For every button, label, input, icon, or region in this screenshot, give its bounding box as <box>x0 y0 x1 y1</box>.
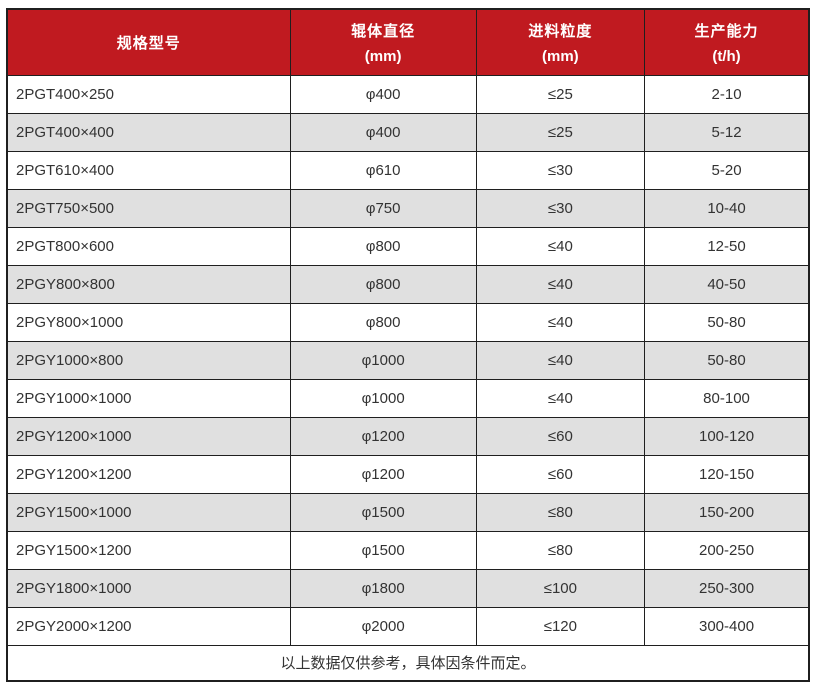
cell-capacity: 12-50 <box>644 226 810 266</box>
cell-feed-size: ≤25 <box>475 74 646 114</box>
table-row: 2PGY1000×1000 φ1000 ≤40 80-100 <box>6 378 810 418</box>
cell-capacity: 80-100 <box>644 378 810 418</box>
cell-model: 2PGT400×250 <box>6 74 291 114</box>
cell-model: 2PGY2000×1200 <box>6 606 291 646</box>
table-row: 2PGT400×400 φ400 ≤25 5-12 <box>6 112 810 152</box>
table-row: 2PGT610×400 φ610 ≤30 5-20 <box>6 150 810 190</box>
cell-roller-diameter: φ750 <box>289 188 477 228</box>
cell-model: 2PGY1000×800 <box>6 340 291 380</box>
cell-model: 2PGY800×1000 <box>6 302 291 342</box>
cell-feed-size: ≤80 <box>475 530 646 570</box>
table-row: 2PGY1200×1200 φ1200 ≤60 120-150 <box>6 454 810 494</box>
cell-model: 2PGT750×500 <box>6 188 291 228</box>
table-row: 2PGT800×600 φ800 ≤40 12-50 <box>6 226 810 266</box>
cell-roller-diameter: φ1500 <box>289 492 477 532</box>
table-row: 2PGY800×1000 φ800 ≤40 50-80 <box>6 302 810 342</box>
cell-roller-diameter: φ400 <box>289 74 477 114</box>
table-row: 2PGT400×250 φ400 ≤25 2-10 <box>6 74 810 114</box>
cell-feed-size: ≤40 <box>475 264 646 304</box>
spec-table-body: 2PGT400×250 φ400 ≤25 2-10 2PGT400×400 φ400 ≤25… <box>6 74 810 646</box>
cell-capacity: 5-12 <box>644 112 810 152</box>
cell-model: 2PGY1000×1000 <box>6 378 291 418</box>
table-row: 2PGY1200×1000 φ1200 ≤60 100-120 <box>6 416 810 456</box>
cell-model: 2PGY1800×1000 <box>6 568 291 608</box>
cell-model: 2PGT800×600 <box>6 226 291 266</box>
cell-capacity: 5-20 <box>644 150 810 190</box>
cell-feed-size: ≤80 <box>475 492 646 532</box>
cell-feed-size: ≤25 <box>475 112 646 152</box>
cell-feed-size: ≤40 <box>475 378 646 418</box>
cell-roller-diameter: φ2000 <box>289 606 477 646</box>
cell-roller-diameter: φ1000 <box>289 340 477 380</box>
col-header-model: 规格型号 <box>6 8 291 76</box>
col-header-feed-size: 进料粒度 (mm) <box>475 8 646 76</box>
cell-capacity: 300-400 <box>644 606 810 646</box>
col-header-roller-diameter: 辊体直径 (mm) <box>289 8 477 76</box>
cell-roller-diameter: φ800 <box>289 226 477 266</box>
cell-capacity: 40-50 <box>644 264 810 304</box>
col-header-model-title: 规格型号 <box>116 34 181 52</box>
cell-capacity: 200-250 <box>644 530 810 570</box>
cell-feed-size: ≤60 <box>475 416 646 456</box>
cell-feed-size: ≤100 <box>475 568 646 608</box>
cell-capacity: 2-10 <box>644 74 810 114</box>
table-row: 2PGY1800×1000 φ1800 ≤100 250-300 <box>6 568 810 608</box>
header-row: 规格型号 辊体直径 (mm) 进料粒度 (mm) 生产能力 (t/h) <box>6 8 810 76</box>
col-header-feed-size-title: 进料粒度 <box>528 22 593 40</box>
cell-feed-size: ≤30 <box>475 150 646 190</box>
cell-capacity: 50-80 <box>644 302 810 342</box>
cell-model: 2PGT610×400 <box>6 150 291 190</box>
cell-capacity: 150-200 <box>644 492 810 532</box>
cell-roller-diameter: φ800 <box>289 302 477 342</box>
cell-model: 2PGT400×400 <box>6 112 291 152</box>
col-header-capacity-unit: (t/h) <box>712 47 741 65</box>
table-row: 2PGY800×800 φ800 ≤40 40-50 <box>6 264 810 304</box>
table-row: 2PGY1000×800 φ1000 ≤40 50-80 <box>6 340 810 380</box>
spec-table: 规格型号 辊体直径 (mm) 进料粒度 (mm) 生产能力 (t/h) 2PGT… <box>6 8 810 682</box>
cell-roller-diameter: φ610 <box>289 150 477 190</box>
cell-feed-size: ≤120 <box>475 606 646 646</box>
cell-capacity: 50-80 <box>644 340 810 380</box>
table-row: 2PGY1500×1200 φ1500 ≤80 200-250 <box>6 530 810 570</box>
cell-model: 2PGY1200×1200 <box>6 454 291 494</box>
table-row: 2PGY1500×1000 φ1500 ≤80 150-200 <box>6 492 810 532</box>
cell-model: 2PGY800×800 <box>6 264 291 304</box>
table-row: 2PGT750×500 φ750 ≤30 10-40 <box>6 188 810 228</box>
table-row: 2PGY2000×1200 φ2000 ≤120 300-400 <box>6 606 810 646</box>
cell-roller-diameter: φ800 <box>289 264 477 304</box>
footnote: 以上数据仅供参考，具体因条件而定。 <box>6 644 810 682</box>
cell-capacity: 100-120 <box>644 416 810 456</box>
cell-roller-diameter: φ1800 <box>289 568 477 608</box>
cell-feed-size: ≤60 <box>475 454 646 494</box>
cell-feed-size: ≤30 <box>475 188 646 228</box>
cell-model: 2PGY1500×1200 <box>6 530 291 570</box>
cell-feed-size: ≤40 <box>475 340 646 380</box>
col-header-roller-diameter-title: 辊体直径 <box>351 22 416 40</box>
cell-roller-diameter: φ1200 <box>289 416 477 456</box>
cell-model: 2PGY1200×1000 <box>6 416 291 456</box>
cell-roller-diameter: φ400 <box>289 112 477 152</box>
cell-roller-diameter: φ1500 <box>289 530 477 570</box>
cell-capacity: 120-150 <box>644 454 810 494</box>
cell-roller-diameter: φ1200 <box>289 454 477 494</box>
cell-roller-diameter: φ1000 <box>289 378 477 418</box>
cell-capacity: 250-300 <box>644 568 810 608</box>
col-header-feed-size-unit: (mm) <box>542 47 579 65</box>
col-header-capacity-title: 生产能力 <box>694 22 759 40</box>
col-header-capacity: 生产能力 (t/h) <box>644 8 810 76</box>
col-header-roller-diameter-unit: (mm) <box>364 47 402 65</box>
cell-capacity: 10-40 <box>644 188 810 228</box>
cell-feed-size: ≤40 <box>475 302 646 342</box>
cell-feed-size: ≤40 <box>475 226 646 266</box>
footnote-row: 以上数据仅供参考，具体因条件而定。 <box>6 644 810 682</box>
cell-model: 2PGY1500×1000 <box>6 492 291 532</box>
